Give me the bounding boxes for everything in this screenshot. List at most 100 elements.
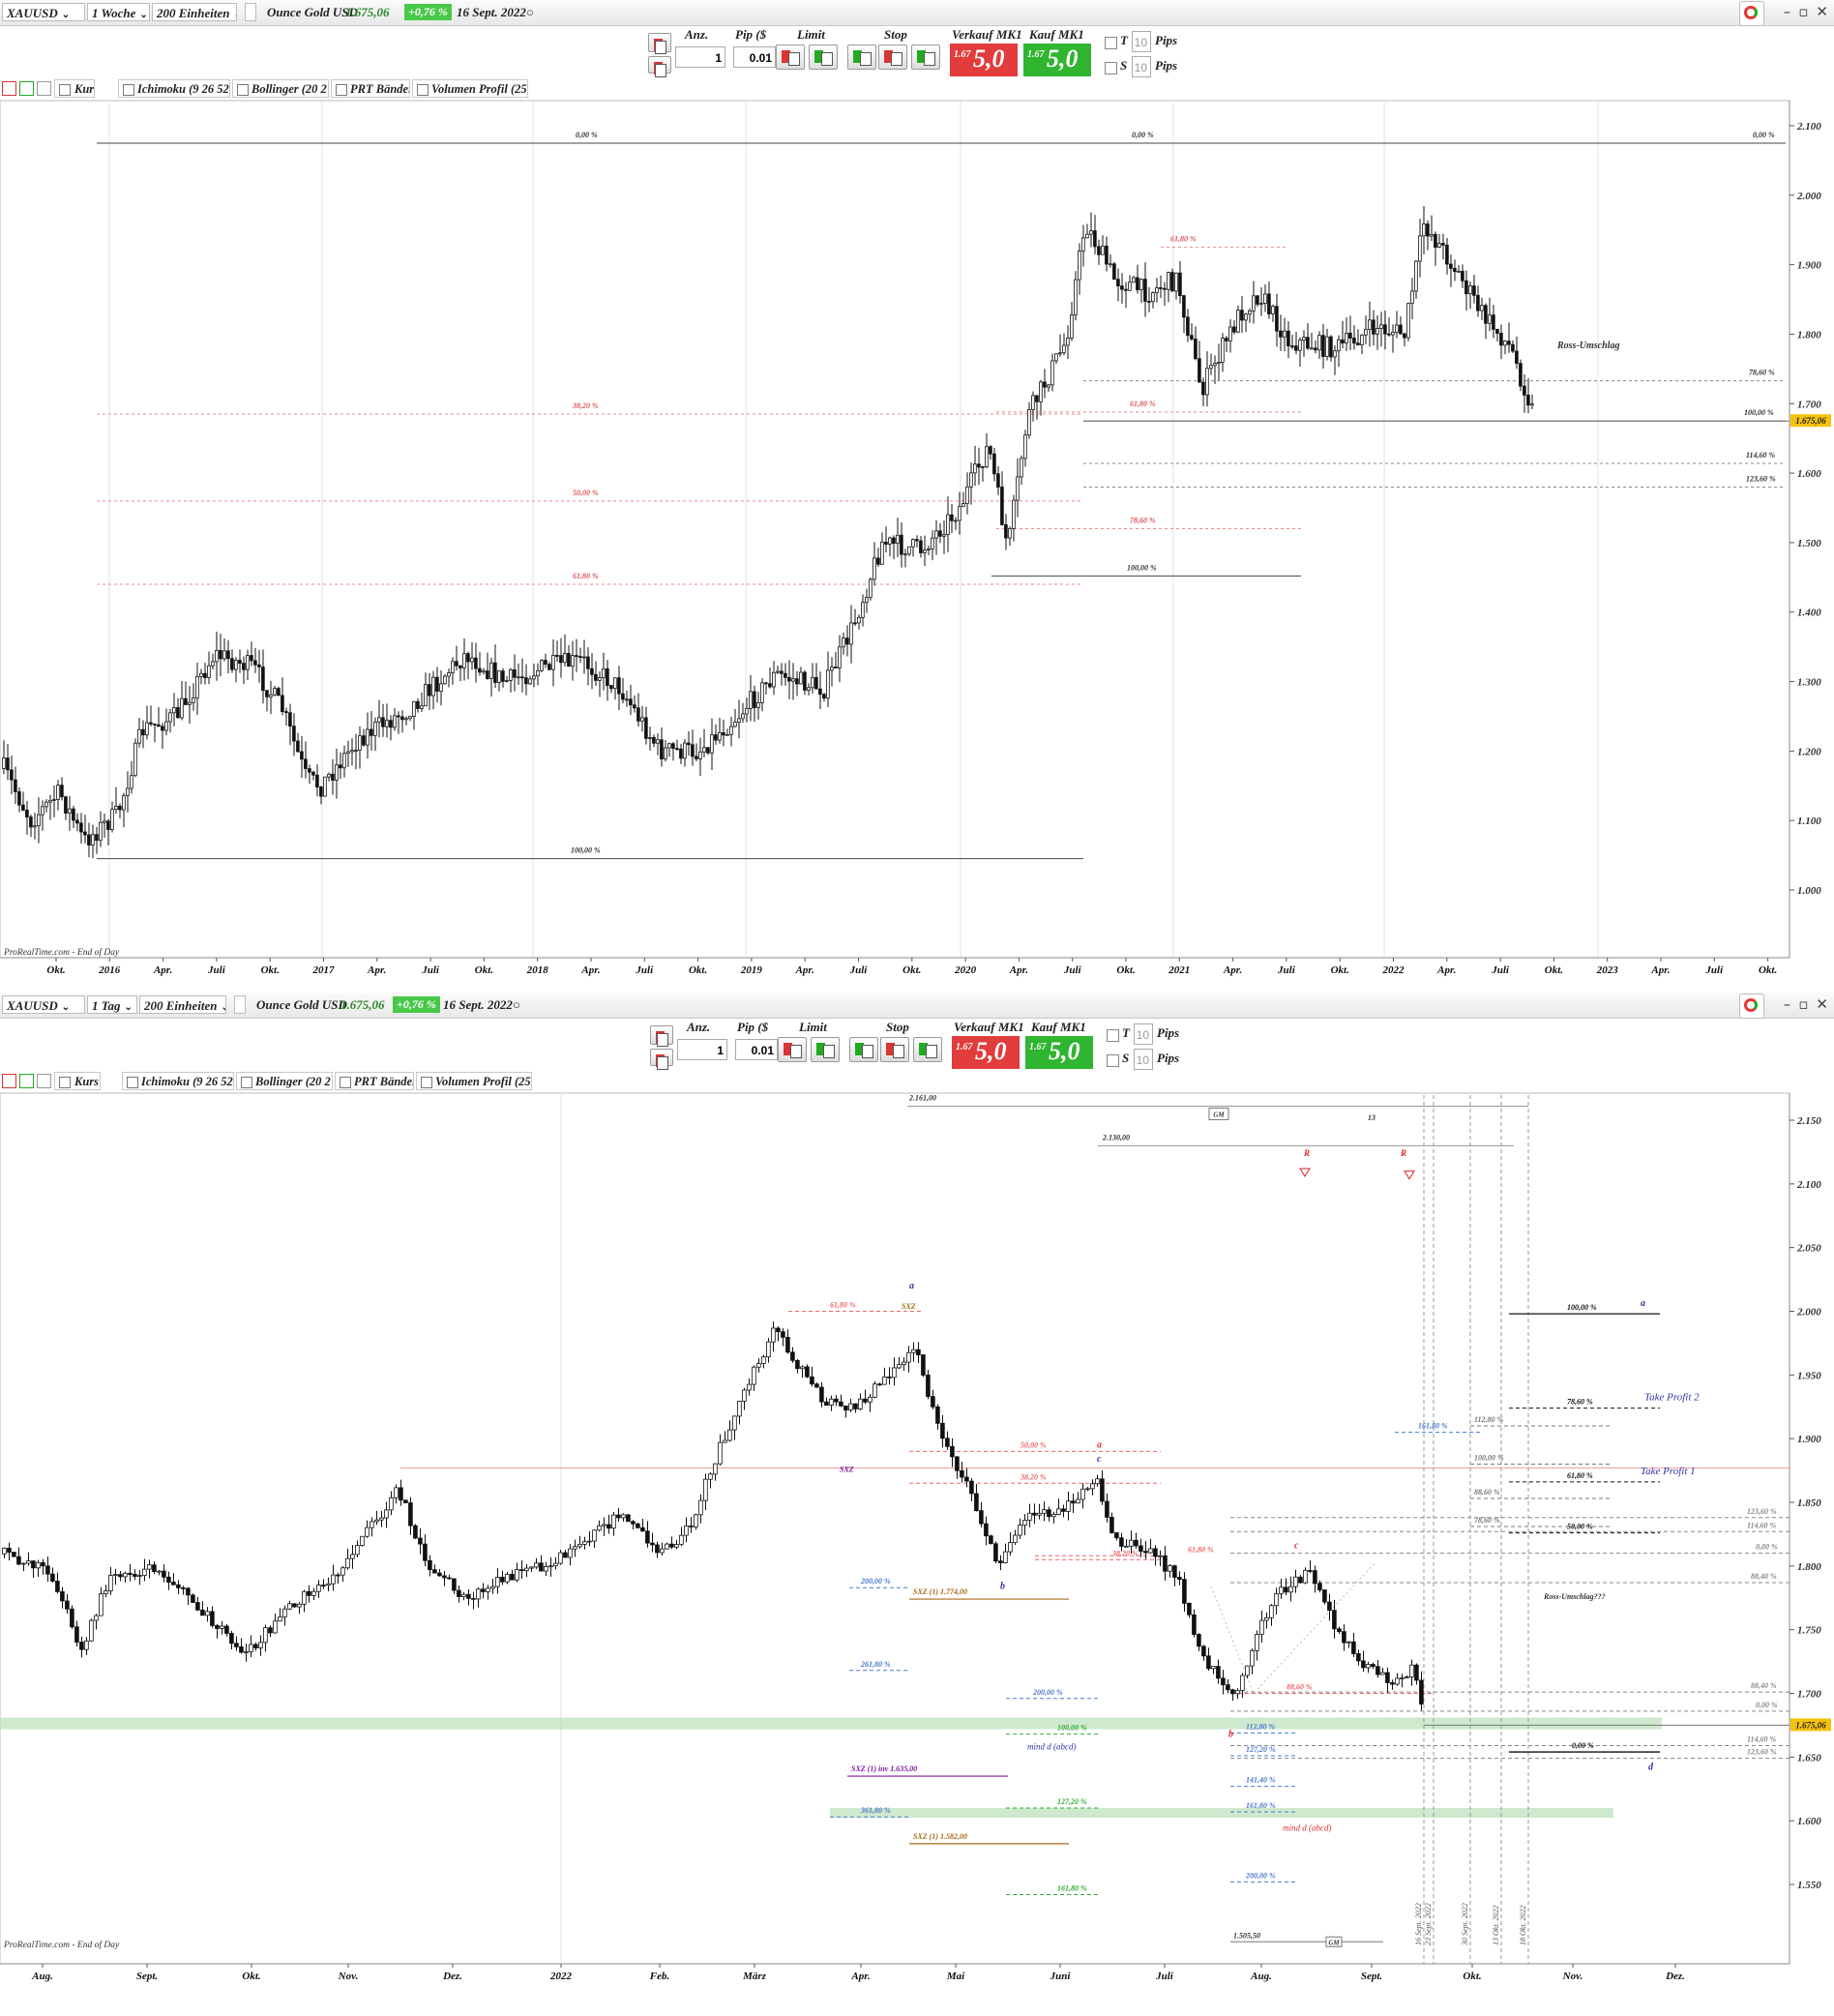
candle-body bbox=[708, 1473, 713, 1480]
prorealtime-logo-icon[interactable] bbox=[1739, 1, 1764, 26]
window-icon[interactable] bbox=[37, 81, 51, 96]
stop-alt-icon[interactable] bbox=[911, 44, 940, 70]
candle-body bbox=[87, 834, 91, 846]
candle-body bbox=[7, 1547, 12, 1553]
sell-price-prefix: 1.67 bbox=[954, 49, 971, 60]
candle-body bbox=[695, 756, 698, 759]
stop-sell-icon[interactable] bbox=[878, 44, 907, 70]
y-tick-label: 1.650 bbox=[1797, 1752, 1821, 1764]
buy-market-button[interactable]: 1.67 5,0 bbox=[1025, 1036, 1093, 1069]
candle-body bbox=[224, 1625, 229, 1634]
keypad-icon[interactable] bbox=[648, 56, 671, 77]
trailing-checkbox[interactable] bbox=[1105, 37, 1117, 49]
indicator-bollinger[interactable]: Bollinger (20 2 bbox=[236, 1072, 333, 1090]
fib-label: 88,40 % bbox=[1751, 1572, 1777, 1581]
candle-body bbox=[1105, 1500, 1109, 1518]
limit-buy-icon[interactable] bbox=[776, 44, 805, 70]
candle-body bbox=[6, 757, 10, 771]
daily-candlestick-chart[interactable]: 2.150 2.100 2.050 2.000 1.950 1.900 1.850 1.800… bbox=[0, 993, 1834, 2016]
stop-pips-input[interactable]: 10 bbox=[1132, 56, 1151, 77]
move-up-icon[interactable] bbox=[19, 81, 34, 96]
move-up-icon[interactable] bbox=[19, 1074, 34, 1088]
indicator-volume-profile[interactable]: Volumen Profil (25 bbox=[412, 79, 528, 98]
qty-input[interactable]: 1 bbox=[677, 1039, 727, 1060]
window-icon[interactable] bbox=[37, 1074, 51, 1088]
candle-body bbox=[667, 743, 671, 749]
symbol-select[interactable]: XAUUSD ⌄ bbox=[2, 995, 85, 1014]
indicator-kurs[interactable]: Kurs bbox=[54, 1072, 101, 1090]
x-tick-label: Juli bbox=[1491, 964, 1510, 976]
trailing-checkbox[interactable] bbox=[1107, 1029, 1119, 1042]
candle-body bbox=[103, 820, 106, 823]
candle-body bbox=[969, 472, 973, 488]
candle-body bbox=[616, 1514, 621, 1519]
indicator-bollinger[interactable]: Bollinger (20 2 bbox=[232, 79, 329, 98]
sell-market-button[interactable]: 1.67 5,0 bbox=[952, 1036, 1020, 1069]
stop-pips-input[interactable]: 10 bbox=[1134, 1049, 1153, 1070]
indicator-ichimoku[interactable]: Ichimoku (9 26 52 bbox=[122, 1072, 234, 1090]
candle-body bbox=[810, 1376, 814, 1385]
candle-body bbox=[118, 805, 122, 811]
candle-body bbox=[99, 1593, 104, 1616]
candle-body bbox=[1032, 1512, 1037, 1516]
stop-buy-icon[interactable] bbox=[849, 1037, 878, 1062]
limit-buy-icon[interactable] bbox=[778, 1037, 807, 1062]
trailing-pips-input[interactable]: 10 bbox=[1134, 1023, 1153, 1045]
units-select[interactable]: 200 Einheiten ⌄ bbox=[139, 995, 226, 1014]
stop-buy-icon[interactable] bbox=[847, 44, 876, 70]
indicator-ichimoku[interactable]: Ichimoku (9 26 52 bbox=[118, 79, 230, 98]
minimize-icon[interactable]: – bbox=[1783, 995, 1791, 1013]
stop-sell-icon[interactable] bbox=[880, 1037, 909, 1062]
sell-market-button[interactable]: 1.67 5,0 bbox=[950, 44, 1018, 76]
candle-body bbox=[287, 1603, 292, 1610]
indicator-prt-baender[interactable]: PRT Bänder bbox=[335, 1072, 414, 1090]
candle-body bbox=[1317, 335, 1321, 351]
weekly-candlestick-chart[interactable]: 2.100 2.000 1.900 1.800 1.700 1.600 1.500 1.400… bbox=[0, 0, 1834, 992]
indicator-kurs[interactable]: Kurs bbox=[54, 79, 95, 98]
add-indicator-icon[interactable] bbox=[2, 81, 16, 96]
minimize-icon[interactable]: – bbox=[1783, 3, 1791, 20]
symbol-select[interactable]: XAUUSD ⌄ bbox=[2, 3, 85, 21]
buy-market-button[interactable]: 1.67 5,0 bbox=[1023, 44, 1091, 76]
indicator-volume-profile[interactable]: Volumen Profil (25 bbox=[416, 1072, 532, 1090]
wrench-icon[interactable] bbox=[650, 1025, 673, 1047]
wave-label: b bbox=[1228, 1729, 1233, 1739]
indicator-prt-baender[interactable]: PRT Bänder bbox=[331, 79, 410, 98]
stop-checkbox[interactable] bbox=[1105, 62, 1117, 74]
limit-sell-icon[interactable] bbox=[809, 44, 838, 70]
candle-body bbox=[21, 804, 25, 811]
prorealtime-logo-icon[interactable] bbox=[1739, 993, 1764, 1019]
qty-input[interactable]: 1 bbox=[675, 46, 725, 68]
candle-body bbox=[1255, 1634, 1259, 1651]
restore-icon[interactable]: ▫ bbox=[1798, 3, 1809, 20]
timeframe-select[interactable]: 1 Woche ⌄ bbox=[87, 3, 150, 21]
units-select[interactable]: 200 Einheiten ⌄ bbox=[152, 3, 237, 21]
candle-body bbox=[931, 1396, 935, 1408]
instrument-icon[interactable] bbox=[245, 3, 256, 21]
candle-body bbox=[942, 534, 946, 537]
candle-body bbox=[979, 1510, 984, 1525]
candle-body bbox=[1356, 1653, 1361, 1662]
status-circle-icon: ○ bbox=[513, 997, 520, 1012]
candle-body bbox=[515, 1569, 519, 1581]
candle-body bbox=[1383, 324, 1387, 335]
trailing-pips-input[interactable]: 10 bbox=[1132, 31, 1151, 52]
candle-body bbox=[1211, 1666, 1216, 1670]
candle-body bbox=[230, 658, 234, 670]
timeframe-select[interactable]: 1 Tag ⌄ bbox=[87, 995, 137, 1014]
wrench-icon[interactable] bbox=[648, 33, 671, 54]
gm-marker-label: GM bbox=[1328, 1939, 1340, 1946]
pip-input[interactable]: 0.01 bbox=[735, 1039, 778, 1060]
keypad-icon[interactable] bbox=[650, 1049, 673, 1070]
close-icon[interactable]: ✕ bbox=[1816, 3, 1828, 20]
pip-input[interactable]: 0.01 bbox=[733, 46, 776, 68]
fib-label: 61,80 % bbox=[1170, 235, 1197, 244]
limit-sell-icon[interactable] bbox=[811, 1037, 840, 1062]
instrument-icon[interactable] bbox=[234, 995, 246, 1014]
stop-checkbox[interactable] bbox=[1107, 1054, 1119, 1067]
restore-icon[interactable]: ▫ bbox=[1798, 995, 1809, 1013]
close-icon[interactable]: ✕ bbox=[1816, 995, 1828, 1013]
add-indicator-icon[interactable] bbox=[2, 1074, 16, 1088]
candle-body bbox=[130, 775, 133, 789]
stop-alt-icon[interactable] bbox=[913, 1037, 942, 1062]
